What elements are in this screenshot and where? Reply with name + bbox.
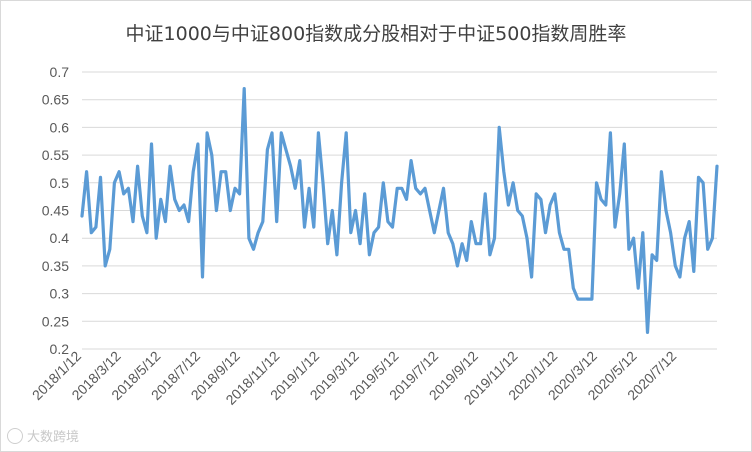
y-tick-label: 0.5: [50, 175, 70, 191]
y-tick-label: 0.35: [42, 258, 69, 274]
y-tick-label: 0.3: [50, 286, 70, 302]
watermark-text: 大数跨境: [27, 430, 80, 445]
y-tick-label: 0.45: [42, 203, 69, 219]
y-tick-label: 0.65: [42, 92, 69, 108]
y-tick-label: 0.25: [42, 313, 69, 329]
y-tick-label: 0.6: [50, 119, 70, 135]
series-layer: [80, 86, 719, 334]
y-axis-ticks: 0.2 0.25 0.3 0.35 0.4 0.45 0.5 0.55 0.6 0.65 0.7: [42, 64, 69, 357]
y-tick-label: 0.7: [50, 64, 70, 80]
series-line: [80, 86, 719, 334]
x-axis-ticks: 2018/1/122018/3/122018/5/122018/7/122018…: [29, 348, 680, 408]
gridlines: [82, 71, 717, 350]
watermark-logo-icon: [7, 428, 23, 444]
watermark: 大数跨境: [7, 426, 79, 445]
y-tick-label: 0.4: [50, 230, 70, 246]
y-tick-label: 0.2: [50, 341, 70, 357]
y-tick-label: 0.55: [42, 147, 69, 163]
chart-title: 中证1000与中证800指数成分股相对于中证500指数周胜率: [125, 23, 627, 45]
